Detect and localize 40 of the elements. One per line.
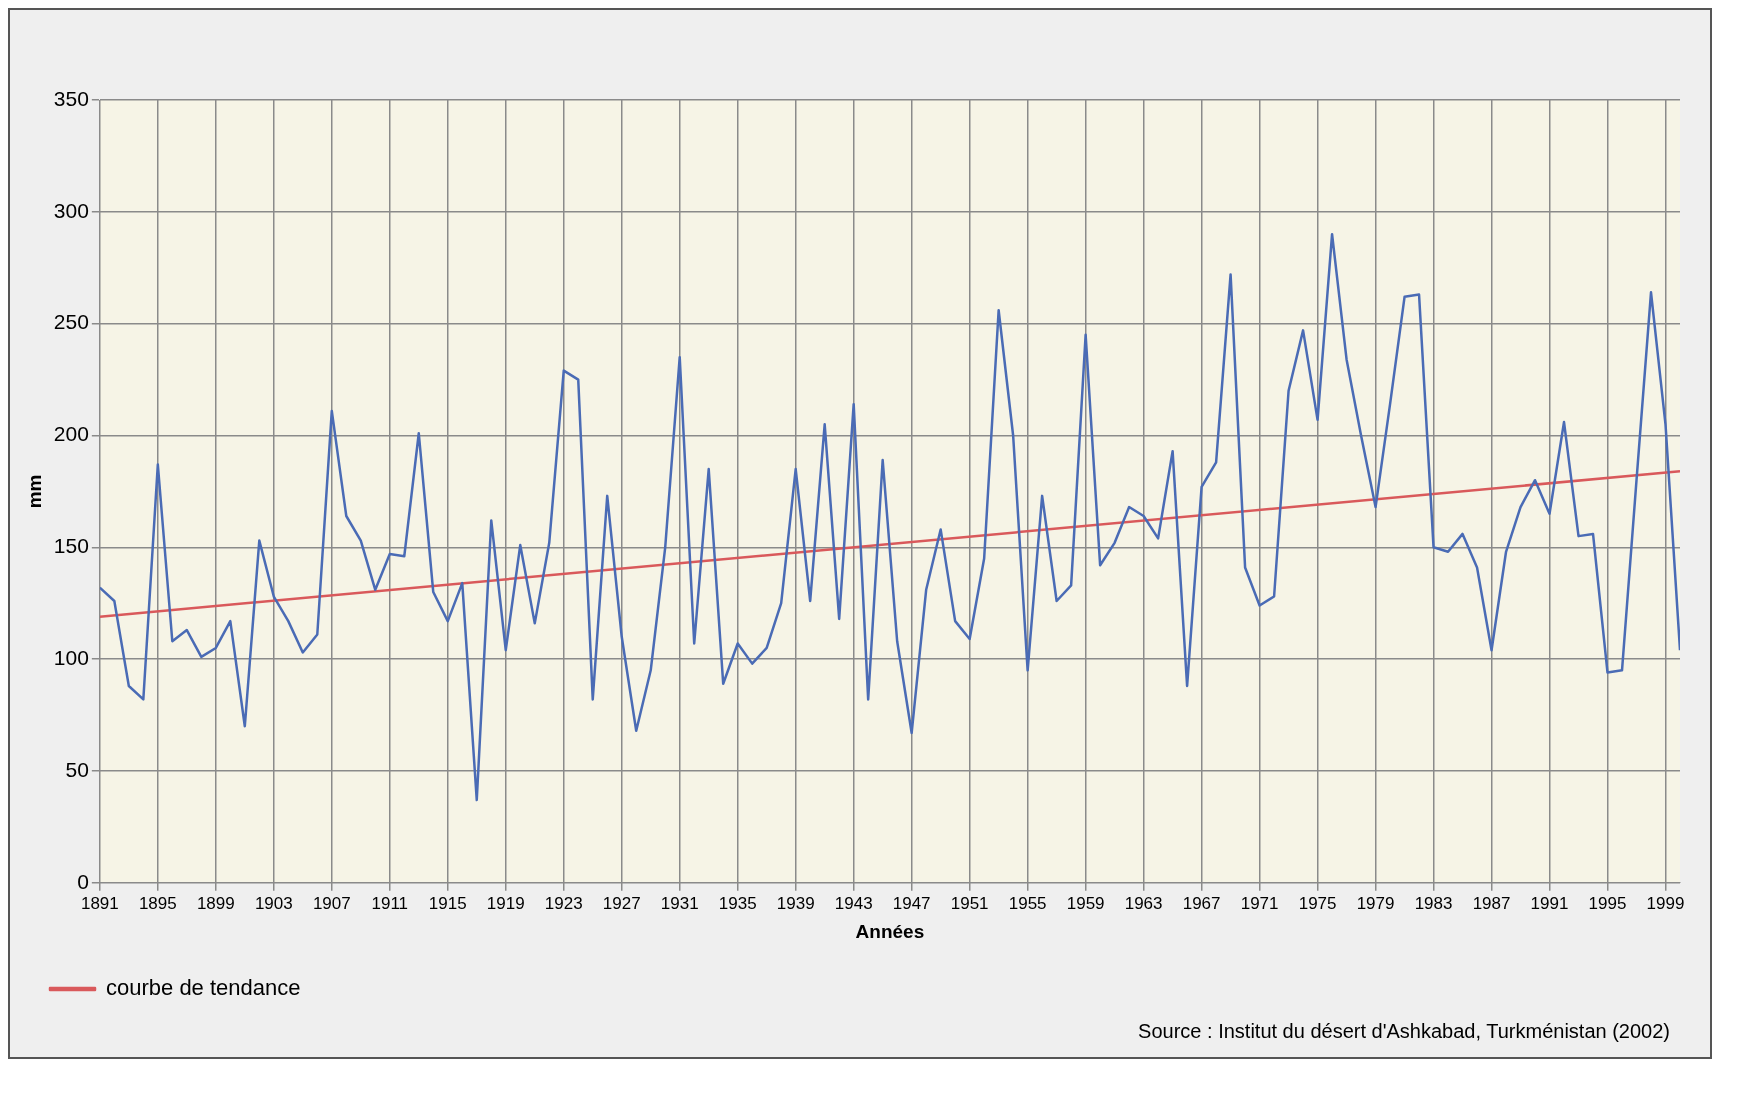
y-tick-label: 150 [53,534,89,558]
x-tick-label: 1983 [1414,893,1453,913]
x-tick-label: 1911 [371,893,409,913]
y-tick-label: 250 [53,310,89,334]
x-tick-label: 1899 [196,893,235,913]
y-axis-title: mm [23,474,45,509]
x-tick-label: 1923 [544,893,583,913]
x-tick-label: 1995 [1588,893,1627,913]
x-tick-label: 1931 [660,893,699,913]
y-tick-label: 350 [53,86,89,110]
x-tick-label: 1907 [312,893,351,913]
x-tick-label: 1935 [718,893,757,913]
x-tick-label: 1967 [1182,893,1221,913]
y-tick-label: 50 [65,757,89,781]
y-tick-label: 100 [53,645,89,669]
source-note: Source : Institut du désert d'Ashkabad, Turkménistan (2002) [1137,1020,1670,1043]
y-tick-label: 200 [53,422,89,446]
x-tick-label: 1939 [776,893,815,913]
x-tick-label: 1999 [1646,893,1685,913]
x-tick-label: 1979 [1356,893,1395,913]
x-tick-label: 1991 [1530,893,1569,913]
x-tick-label: 1915 [428,893,467,913]
legend-label: courbe de tendance [106,975,301,1001]
x-tick-label: 1891 [80,893,119,913]
x-tick-label: 1975 [1298,893,1337,913]
x-tick-label: 1971 [1240,893,1279,913]
x-tick-label: 1951 [950,893,989,913]
x-tick-label: 1895 [138,893,177,913]
x-tick-label: 1903 [254,893,293,913]
x-tick-label: 1987 [1472,893,1511,913]
x-tick-label: 1927 [602,893,641,913]
x-tick-label: 1947 [892,893,931,913]
x-tick-label: 1959 [1066,893,1105,913]
x-axis-title: Années [855,920,925,942]
y-tick-label: 0 [77,869,89,893]
x-tick-label: 1919 [486,893,525,913]
x-tick-label: 1963 [1124,893,1163,913]
x-tick-label: 1955 [1008,893,1047,913]
x-tick-label: 1943 [834,893,873,913]
y-tick-label: 300 [53,198,89,222]
